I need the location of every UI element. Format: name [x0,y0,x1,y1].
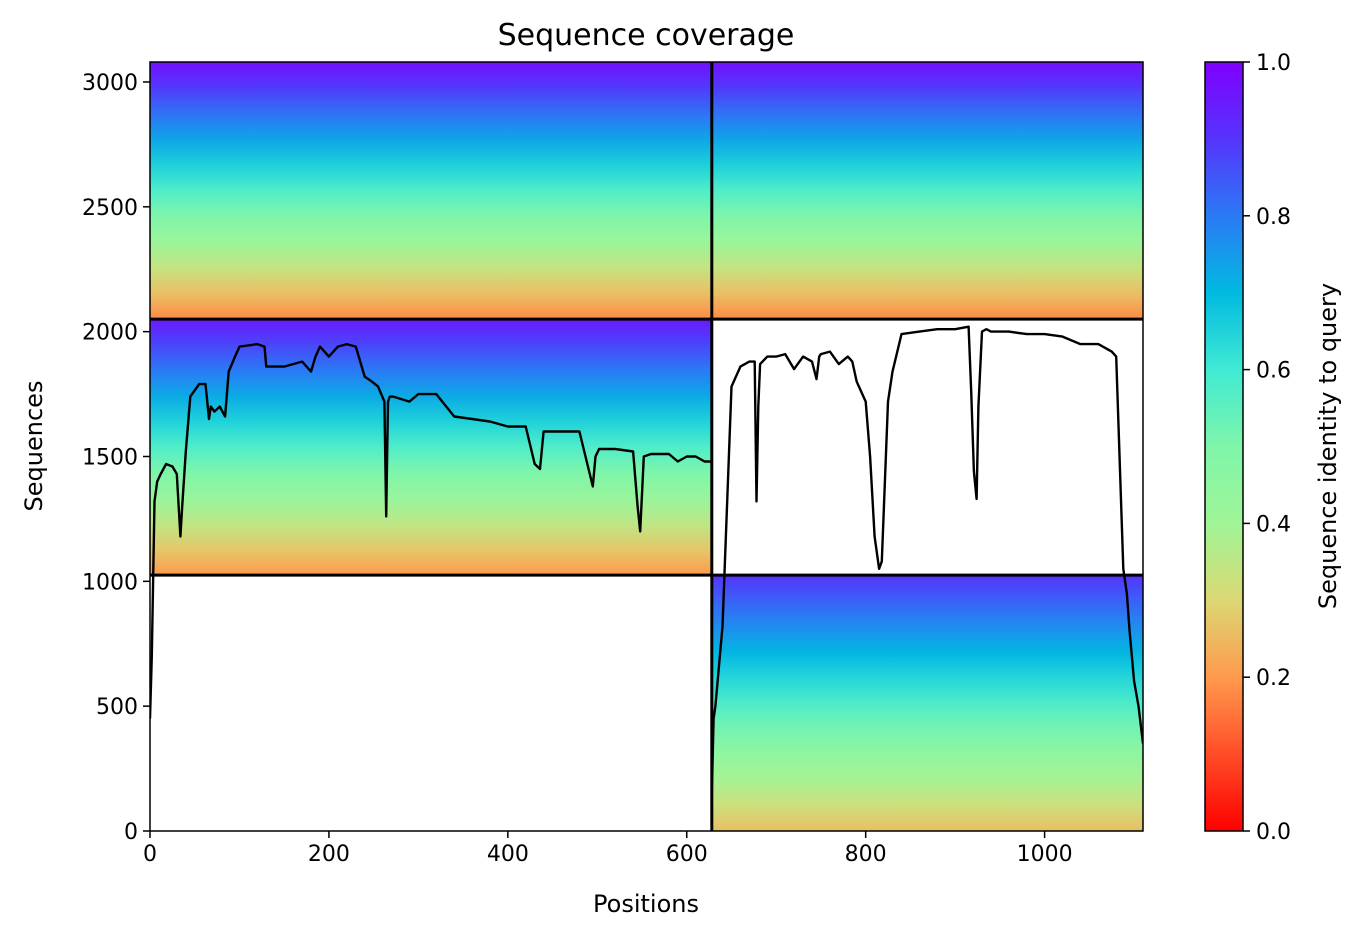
x-tick-label: 1000 [1017,842,1073,867]
coverage-block [150,62,712,320]
colorbar: 0.0 0.2 0.4 0.6 0.8 1.0 Sequence identity to … [1204,51,1342,845]
colorbar-tick-label: 0.4 [1256,512,1291,537]
colorbar-tick-label: 0.2 [1256,666,1291,691]
x-axis-label: Positions [593,890,699,918]
coverage-blocks [150,62,1143,831]
plot-frame [149,61,1144,832]
coverage-block [711,62,1143,320]
coverage-line [710,325,1143,794]
x-tick-label: 800 [845,842,887,867]
y-axis-ticks: 0 500 1000 1500 2000 2500 3000 [82,71,150,845]
coverage-line [150,342,711,719]
colorbar-tick-label: 0.8 [1256,205,1291,230]
y-axis-label: Sequences [20,381,48,512]
colorbar-label: Sequence identity to query [1314,283,1342,609]
coverage-block [711,575,1143,831]
y-tick-label: 0 [124,820,138,845]
x-tick-label: 200 [308,842,350,867]
x-tick-label: 600 [666,842,708,867]
colorbar-ticks: 0.0 0.2 0.4 0.6 0.8 1.0 [1243,51,1291,845]
y-tick-label: 2000 [82,321,138,346]
y-tick-label: 500 [96,695,138,720]
x-axis-ticks: 0 200 400 600 800 1000 [143,831,1073,867]
coverage-block [150,319,712,576]
y-tick-label: 3000 [82,71,138,96]
y-tick-label: 1500 [82,445,138,470]
chart-title: Sequence coverage [498,18,795,53]
colorbar-gradient [1204,61,1244,832]
colorbar-tick-label: 0.6 [1256,359,1291,384]
colorbar-tick-label: 0.0 [1256,820,1291,845]
y-tick-label: 2500 [82,196,138,221]
x-tick-label: 0 [143,842,157,867]
y-tick-label: 1000 [82,570,138,595]
coverage-lines [150,325,1143,794]
block-boundaries [150,62,1143,831]
x-tick-label: 400 [487,842,529,867]
colorbar-tick-label: 1.0 [1256,51,1291,76]
